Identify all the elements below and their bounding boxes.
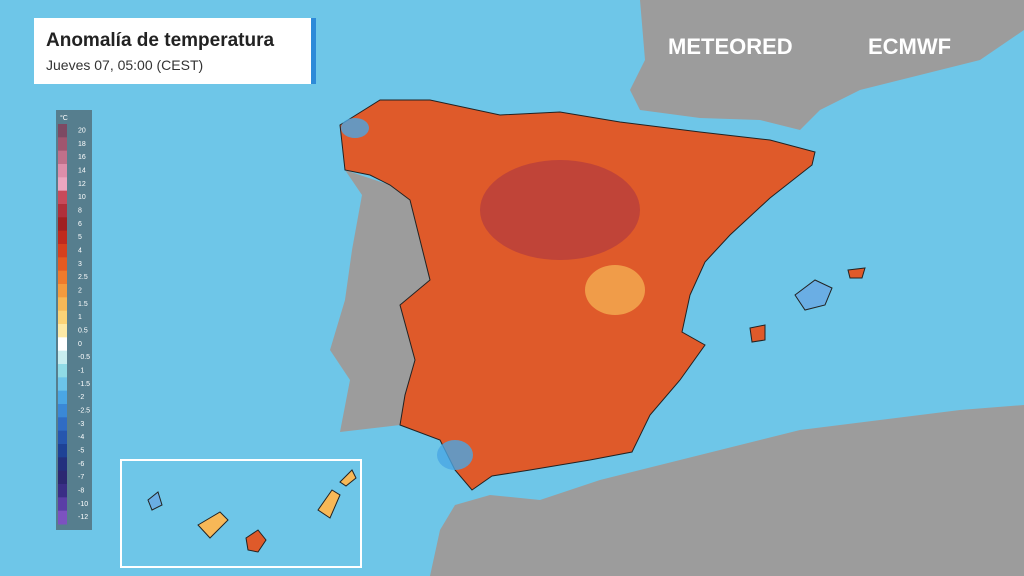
legend-swatch xyxy=(58,404,67,418)
title-accent xyxy=(311,18,316,84)
brand-logo: METEORED xyxy=(668,34,793,59)
legend-label: -6 xyxy=(78,461,84,468)
title-box xyxy=(34,18,316,84)
legend-swatch xyxy=(58,390,67,405)
legend-swatch xyxy=(58,324,67,338)
legend-label: 0 xyxy=(78,341,82,348)
legend-swatch xyxy=(58,377,67,392)
legend-label: 18 xyxy=(78,141,86,148)
legend-label: 8 xyxy=(78,208,82,215)
legend-label: 1.5 xyxy=(78,301,88,308)
legend-unit: °C xyxy=(60,114,68,122)
island xyxy=(147,491,163,511)
inset-frame xyxy=(120,459,362,568)
legend-label: -2 xyxy=(78,394,84,401)
legend-label: -3 xyxy=(78,421,84,428)
legend-label: -4 xyxy=(78,434,84,441)
legend-label: 20 xyxy=(78,128,86,135)
land-france xyxy=(630,0,1024,130)
legend-swatch xyxy=(58,257,67,272)
island xyxy=(317,489,341,519)
island xyxy=(245,529,267,553)
anomaly-mild xyxy=(585,265,645,315)
island xyxy=(197,511,229,539)
legend-label: 4 xyxy=(78,248,82,255)
legend-swatch xyxy=(58,230,67,245)
island xyxy=(794,279,833,311)
legend-label: -10 xyxy=(78,501,88,508)
land-spain xyxy=(339,99,816,491)
land-portugal xyxy=(330,170,430,432)
island xyxy=(749,324,766,343)
legend-swatch xyxy=(58,137,67,152)
legend-swatch xyxy=(58,337,67,352)
legend-swatch xyxy=(58,297,67,312)
legend-swatch xyxy=(58,124,67,138)
legend-label: -5 xyxy=(78,448,84,455)
subtitle: Jueves 07, 05:00 (CEST) xyxy=(46,57,203,73)
legend-label: -1.5 xyxy=(78,381,90,388)
legend-label: 10 xyxy=(78,194,86,201)
legend-label: -7 xyxy=(78,474,84,481)
legend-swatch xyxy=(58,270,67,285)
legend-swatch xyxy=(58,350,67,365)
legend-swatch xyxy=(58,470,67,485)
legend-label: -1 xyxy=(78,368,84,375)
brand-logo: ECMWF xyxy=(868,34,951,59)
legend-swatch xyxy=(58,204,67,218)
island xyxy=(339,469,357,487)
legend-label: 1 xyxy=(78,314,82,321)
legend-label: 12 xyxy=(78,181,86,188)
legend-swatch xyxy=(58,217,67,232)
legend-swatch xyxy=(58,150,67,165)
legend-swatch xyxy=(58,484,67,498)
legend-swatch xyxy=(58,284,67,298)
island xyxy=(847,267,866,279)
anomaly-hot xyxy=(480,160,640,260)
legend-label: 2.5 xyxy=(78,274,88,281)
legend-label: 14 xyxy=(78,168,86,175)
legend-label: 5 xyxy=(78,234,82,241)
legend-swatch xyxy=(58,417,67,432)
legend-label: 0.5 xyxy=(78,328,88,335)
legend-label: -2.5 xyxy=(78,408,90,415)
anomaly-cold xyxy=(341,118,369,138)
legend-swatch xyxy=(58,177,67,192)
anomaly-cold xyxy=(437,440,473,470)
legend-swatch xyxy=(58,430,67,445)
legend-swatch xyxy=(58,510,67,525)
legend-label: 2 xyxy=(78,288,82,295)
legend-label: 16 xyxy=(78,154,86,161)
legend-label: -12 xyxy=(78,514,88,521)
legend-swatch xyxy=(58,457,67,472)
legend-label: 6 xyxy=(78,221,82,228)
legend-swatch xyxy=(58,444,67,458)
legend-swatch xyxy=(58,310,67,325)
legend-label: 3 xyxy=(78,261,82,268)
legend-swatch xyxy=(58,497,67,512)
legend-label: -0.5 xyxy=(78,354,90,361)
legend-swatch xyxy=(58,364,67,378)
land-africa xyxy=(430,405,1024,576)
legend-swatch xyxy=(58,164,67,178)
legend-swatch xyxy=(58,190,67,205)
legend-swatch xyxy=(58,244,67,258)
legend: 20 18 16 14 12 10 8 6 5 4 3 2.5 2 1.5 1 0.5 0 -0.5 -1 -1.5 -… xyxy=(58,124,90,525)
legend-label: -8 xyxy=(78,488,84,495)
title: Anomalía de temperatura xyxy=(46,30,274,51)
